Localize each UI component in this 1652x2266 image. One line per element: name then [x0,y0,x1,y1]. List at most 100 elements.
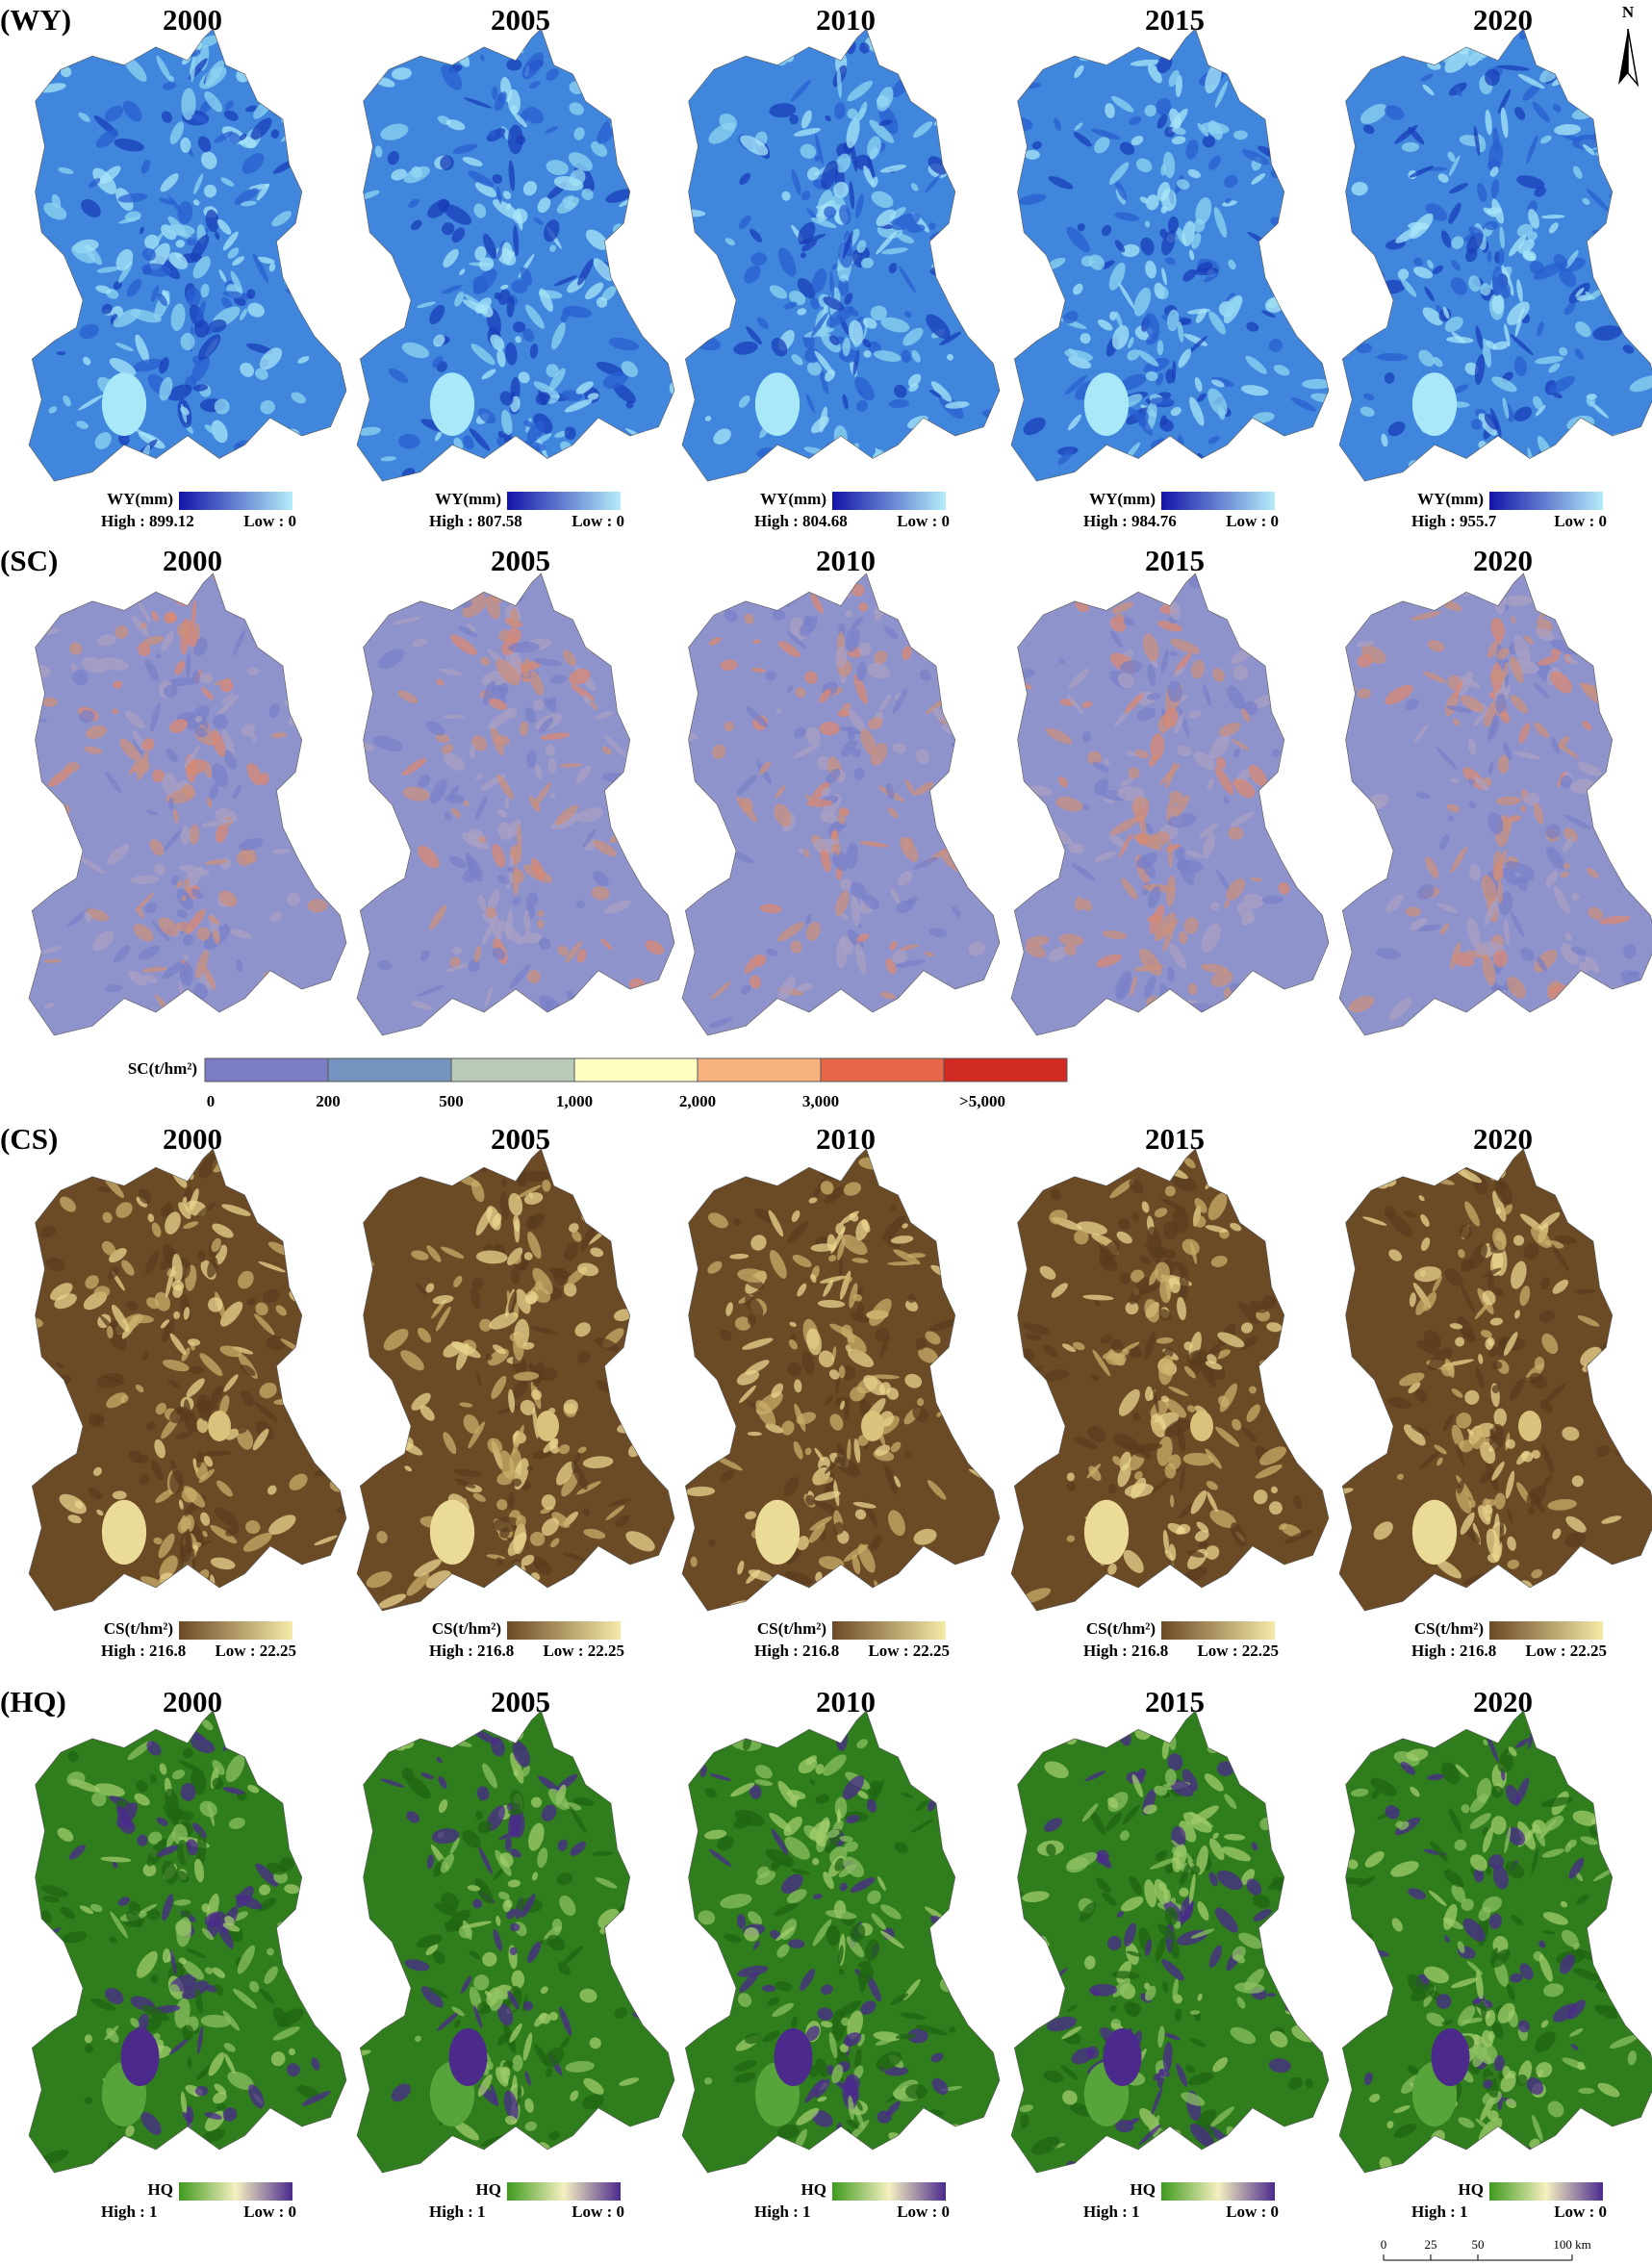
map-texture [191,234,210,262]
map-texture [790,1149,799,1157]
map-texture [1447,151,1456,163]
map-texture [1164,1906,1179,1926]
map-texture [515,1288,531,1314]
map-texture [194,2085,209,2097]
map-texture [926,640,940,647]
map-texture [467,624,476,633]
map-texture [603,900,632,914]
map-texture [577,1033,598,1057]
map-texture [1067,414,1082,431]
map-texture [1551,1244,1569,1272]
map-texture [889,1579,902,1585]
map-texture [483,1717,489,1725]
map-texture [1485,220,1499,231]
map-texture [819,689,831,703]
map-texture [659,2029,669,2043]
map-texture [121,1711,142,1712]
map-texture [496,1915,501,1926]
map-texture [834,1857,845,1871]
map-texture [1109,617,1126,632]
legend-title: WY(mm) [1089,490,1156,508]
map-texture [1409,1292,1416,1308]
map-texture [1074,1230,1089,1245]
map-texture [281,619,292,630]
map-texture [1241,708,1251,723]
map-texture [228,1720,245,1749]
map-texture [786,684,794,694]
map-texture [1310,2027,1325,2041]
map-texture [420,1716,442,1721]
map-texture [204,1967,214,1974]
legend-high: High : 807.58 [429,512,522,530]
map-texture [920,993,943,1003]
map-texture [1190,1489,1207,1515]
map-texture [1480,1330,1492,1338]
map-texture [1487,1553,1500,1564]
map-texture [86,908,110,922]
map-texture [1070,1111,1080,1121]
map-texture [629,1165,656,1187]
map-texture [68,642,83,655]
map-texture [1423,1091,1442,1110]
map-texture [1273,1244,1280,1251]
map-texture [1183,917,1199,934]
map-texture [214,398,230,415]
map-texture [869,146,878,160]
map-texture [899,944,920,952]
map-texture [1403,1210,1417,1218]
map-texture [883,1711,901,1724]
map-texture [210,1557,236,1570]
map-outline [681,1148,1001,1612]
map-texture [1511,616,1516,624]
legend-high: High : 804.68 [754,512,848,530]
map-texture [42,697,58,707]
map-texture [88,1673,97,1683]
map-texture [1200,963,1229,974]
map-texture [1115,531,1128,554]
map-texture [870,1534,882,1551]
map-texture [1127,349,1140,361]
map-texture [1209,1838,1225,1861]
legend-bar [1161,492,1275,510]
map-texture [1457,1149,1470,1151]
map-texture [391,168,407,181]
map-texture [783,1476,800,1496]
map-texture [1535,30,1563,43]
map-texture [246,289,256,299]
map-texture [201,1927,214,1941]
map-texture [1185,850,1203,859]
map-texture [750,228,762,242]
map-texture [1087,751,1102,766]
map-urban [120,2028,160,2086]
legend-title: WY(mm) [107,490,173,508]
map-texture [216,1921,234,1949]
map-texture [198,1153,218,1179]
map-texture [1221,29,1232,41]
map-texture [1295,1920,1318,1935]
map-texture [516,453,531,471]
map-texture [512,208,528,224]
map-texture [704,416,712,421]
map-texture [193,319,210,338]
map-texture [105,772,122,794]
map-texture [787,1362,802,1377]
map-texture [462,299,488,315]
map-texture [844,1841,858,1852]
map-texture [149,1773,157,1784]
map-texture [797,278,816,299]
legend-title: CS(t/hm²) [1086,1619,1156,1638]
map-texture [1416,466,1433,475]
map-texture [524,707,536,724]
map-texture [1160,649,1169,675]
map-texture [841,1235,868,1256]
map-texture [1209,1509,1236,1528]
map-texture [886,1387,900,1400]
map-texture [162,1894,174,1922]
map-texture [1159,415,1168,426]
map-texture [263,1711,281,1720]
map-texture [1368,1625,1390,1646]
map-texture [1504,1041,1514,1057]
map-texture [401,757,427,777]
map-texture [119,738,141,762]
map-texture [276,2008,304,2027]
